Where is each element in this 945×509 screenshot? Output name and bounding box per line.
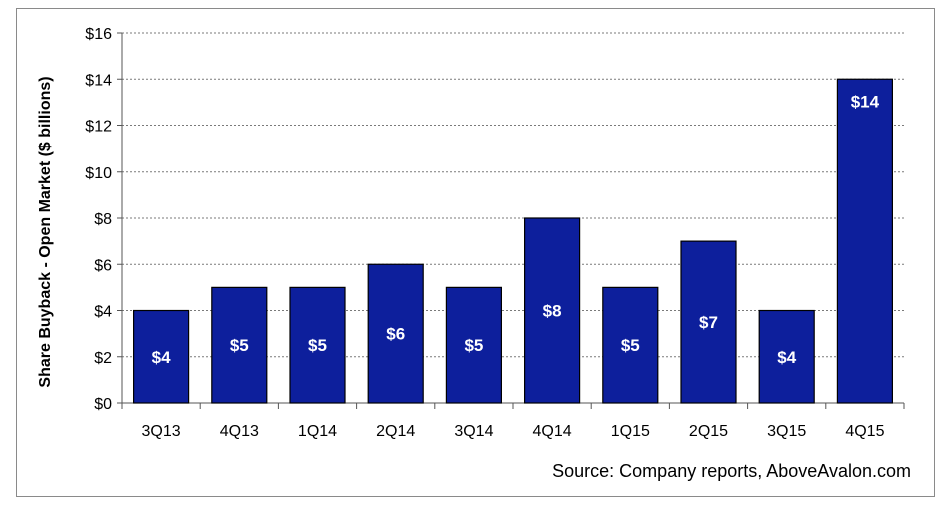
bar-3q14	[445, 286, 502, 404]
bar-3q15	[758, 309, 815, 404]
x-tick-label: 3Q13	[142, 423, 181, 440]
x-tick-label: 1Q14	[298, 423, 337, 440]
bar-data-label: $7	[699, 313, 718, 332]
y-axis-label: Share Buyback - Open Market ($ billions)	[37, 76, 54, 387]
y-tick-label: $8	[94, 211, 112, 228]
bar-data-label: $14	[851, 92, 880, 111]
bar-data-label: $5	[464, 336, 483, 355]
bars	[133, 78, 894, 404]
bar-4q15	[836, 78, 894, 404]
bar-4q14	[523, 217, 581, 404]
x-tick-label: 1Q15	[611, 423, 650, 440]
x-tick-label: 2Q15	[689, 423, 728, 440]
labels: $0 $2 $4 $6 $8 $10 $12 $14 $16 $4 3Q13 $5 4Q13 $5 1Q14…	[85, 26, 884, 440]
bar-1q15	[602, 286, 659, 404]
y-tick-label: $4	[94, 304, 112, 321]
y-tick-label: $0	[94, 396, 112, 413]
y-tick-label: $10	[85, 165, 112, 182]
x-tick-label: 2Q14	[376, 423, 415, 440]
y-tick-label: $6	[94, 257, 112, 274]
bar-2q14	[367, 263, 424, 404]
chart-frame	[16, 8, 935, 497]
y-tick-label: $2	[94, 350, 112, 367]
bar-data-label: $8	[543, 302, 562, 321]
bar-data-label: $4	[152, 348, 171, 367]
bar-data-label: $5	[621, 336, 640, 355]
x-tick-label: 4Q15	[845, 423, 884, 440]
x-tick-label: 3Q14	[454, 423, 493, 440]
bar-2q15	[680, 240, 737, 404]
x-tick-label: 4Q14	[533, 423, 572, 440]
x-tick-label: 4Q13	[220, 423, 259, 440]
bar-data-label: $4	[777, 348, 796, 367]
bar-4q13	[211, 286, 268, 404]
bar-1q14	[289, 286, 346, 404]
x-tick-label: 3Q15	[767, 423, 806, 440]
bar-data-label: $6	[386, 325, 405, 344]
source-note: Source: Company reports, AboveAvalon.com	[552, 461, 911, 481]
bar-data-label: $5	[230, 336, 249, 355]
bar-data-label: $5	[308, 336, 327, 355]
y-tick-label: $12	[85, 119, 112, 136]
y-tick-label: $16	[85, 26, 112, 43]
y-tick-label: $14	[85, 72, 112, 89]
bar-3q13	[133, 309, 190, 404]
